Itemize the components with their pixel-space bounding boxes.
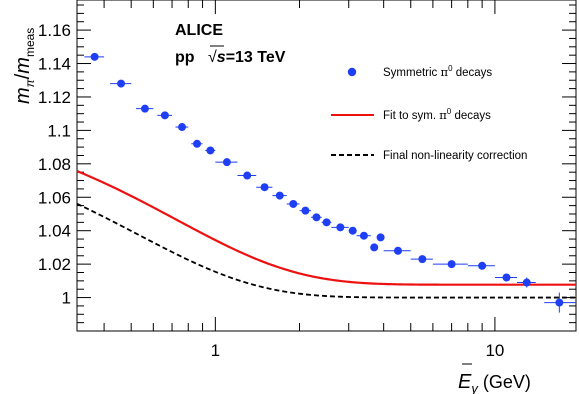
data-point [237,171,257,180]
data-point [331,223,349,232]
data-marker [393,246,402,255]
data-marker [260,183,269,192]
legend: Symmetric π0 decays Fit to sym. π0 decay… [331,64,527,162]
y-tick-label: 1.1 [47,121,71,140]
legend-text-fit: Fit to sym. π0 decays [383,107,491,122]
data-marker [418,255,427,264]
data-point [311,213,322,222]
fit-curve-red [76,170,576,286]
data-point [256,183,273,192]
y-axis-title: mπ/mmeas [12,28,37,104]
data-point [84,52,105,61]
data-point [517,277,536,288]
data-point [135,104,154,113]
data-point [272,191,287,200]
y-tick-label: 1.02 [38,255,71,274]
data-point [175,123,189,132]
data-marker [312,213,321,222]
legend-text-symmetric: Symmetric π0 decays [383,64,492,79]
legend-entry-fit: Fit to sym. π0 decays [331,107,491,122]
data-marker [370,243,379,252]
y-tick-label: 1.14 [38,55,71,74]
system-prefix: pp [175,49,195,66]
data-point [383,246,411,255]
final-correction-curve-dashed [76,202,576,299]
data-points [84,52,576,313]
data-point [348,226,357,235]
data-marker [206,146,215,155]
system-label: pp √s=13 TeV [175,45,286,66]
curves [76,170,576,299]
data-point [215,158,238,167]
data-marker [289,199,298,208]
data-point [494,273,518,282]
data-marker [275,191,284,200]
data-marker [90,52,99,61]
data-marker [502,273,511,282]
data-point [410,255,433,264]
data-point [157,111,173,120]
data-marker [348,226,357,235]
y-tick-label: 1.06 [38,188,71,207]
system-suffix: =13 TeV [226,49,286,66]
data-marker [193,139,202,148]
data-point [299,206,312,215]
legend-marker [347,67,357,77]
data-marker [322,218,331,227]
legend-entry-final: Final non-linearity correction [331,150,527,162]
system-energy-symbol: s [217,49,226,66]
data-marker [117,79,126,88]
data-marker [522,278,531,287]
plot-frame [76,0,577,332]
data-marker [222,158,231,167]
data-marker [478,261,487,270]
data-point [205,146,216,155]
data-marker [301,206,310,215]
x-axis-title: Eγ (GeV) [458,371,531,394]
x-tick-label: 10 [485,341,504,360]
legend-text-final: Final non-linearity correction [383,150,527,162]
data-point [191,139,203,148]
data-point [321,218,332,227]
experiment-label: ALICE [175,22,223,39]
data-point [467,261,495,270]
sqrt-sign: √ [208,49,217,66]
y-tick-label: 1.12 [38,88,71,107]
data-marker [243,171,252,180]
axis-ticks [77,0,576,332]
y-tick-label: 1.16 [38,21,71,40]
data-point [110,79,132,88]
y-tick-label: 1.04 [38,222,71,241]
data-marker [555,298,564,307]
data-point [544,292,576,313]
tick-labels: 1 1.02 1.04 1.06 1.08 1.1 1.12 1.14 1.16 1 10 [38,21,504,360]
data-marker [140,104,149,113]
data-point [376,233,385,242]
data-point [432,260,468,269]
x-tick-label: 1 [211,341,220,360]
data-point [370,243,379,252]
y-tick-label: 1.08 [38,155,71,174]
data-marker [178,123,187,132]
data-marker [160,111,169,120]
svg-text:pp √s=13 TeV: pp √s=13 TeV [175,49,286,66]
data-marker [359,231,368,240]
data-point [356,231,371,240]
legend-entry-symmetric: Symmetric π0 decays [347,64,492,79]
y-tick-label: 1 [62,289,71,308]
data-point [286,199,300,208]
data-marker [376,233,385,242]
data-marker [336,223,345,232]
data-marker [447,260,456,269]
